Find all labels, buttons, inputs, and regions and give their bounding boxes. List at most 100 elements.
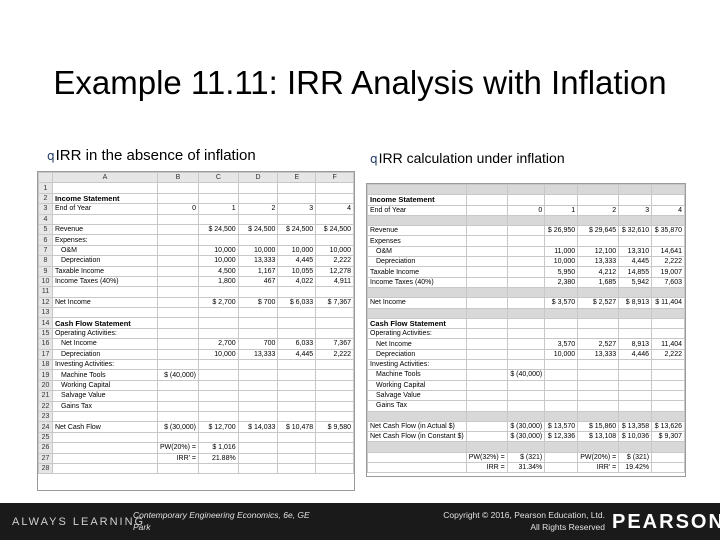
table-cell [507,380,545,390]
table-cell: 19.42% [619,463,652,473]
table-cell [199,411,239,421]
table-cell [652,390,685,400]
table-cell [545,318,578,328]
row-number: 13 [39,308,53,318]
table-cell: 2,527 [578,339,619,349]
table-cell [507,411,545,421]
table-cell [652,442,685,452]
column-header: F [316,173,354,183]
table-cell: 2 [238,204,278,214]
table-cell [578,411,619,421]
table-cell [466,257,507,267]
table-cell: 11,404 [652,339,685,349]
table-row: 19 Machine Tools $ (40,000) [39,370,354,380]
table-cell: $ 7,367 [316,297,354,307]
table-cell [507,318,545,328]
table-row: IRR = 31.34% IRR' = 19.42% [368,463,685,473]
bullet-left: qIRR in the absence of inflation [47,147,256,164]
table-cell [619,308,652,318]
table-cell: $ 15,860 [578,421,619,431]
table-cell [316,453,354,463]
table-row: 11 [39,287,354,297]
table-cell [619,185,652,195]
table-cell: 12,278 [316,266,354,276]
table-cell [578,215,619,225]
column-header: C [199,173,239,183]
table-cell: 2,222 [316,349,354,359]
table-cell [238,287,278,297]
table-cell [238,401,278,411]
table-cell [278,401,316,411]
book-line-2: Park [133,521,310,533]
table-cell: 13,333 [578,257,619,267]
table-cell [545,308,578,318]
table-cell [578,308,619,318]
table-row: 26 PW(20%) = $ 1,016 [39,443,354,453]
table-row: Machine Tools $ (40,000) [368,370,685,380]
row-number: 14 [39,318,53,328]
table-cell: 4,445 [278,256,316,266]
table-cell: 13,333 [238,349,278,359]
table-cell [52,287,157,297]
table-cell [158,224,199,234]
right-spreadsheet-table: Income Statement End of Year 0 1 2 3 4 Revenue $… [367,184,685,473]
table-cell [619,236,652,246]
table-cell [466,267,507,277]
table-cell [158,463,199,473]
table-cell: Expenses: [52,235,157,245]
table-cell [507,390,545,400]
table-row: 20 Working Capital [39,380,354,390]
table-cell: 13,333 [238,256,278,266]
row-number: 9 [39,266,53,276]
right-spreadsheet: Income Statement End of Year 0 1 2 3 4 Revenue $… [366,183,686,477]
table-cell: 7,367 [316,339,354,349]
table-cell [158,308,199,318]
table-cell [545,411,578,421]
table-cell [238,214,278,224]
table-cell: IRR' = [578,463,619,473]
table-row: Expenses [368,236,685,246]
table-cell: Net Income [52,297,157,307]
table-cell [466,298,507,308]
table-row: Depreciation 10,000 13,333 4,445 2,222 [368,257,685,267]
table-cell [466,380,507,390]
bullet-right-text: IRR calculation under inflation [379,150,565,166]
table-cell: 6,033 [278,339,316,349]
table-cell: $ 13,570 [545,421,578,431]
row-number: 26 [39,443,53,453]
row-number: 6 [39,235,53,245]
table-cell [52,432,157,442]
table-cell [368,442,467,452]
table-cell: $ 32,610 [619,226,652,236]
table-cell: 3,570 [545,339,578,349]
table-row: 14 Cash Flow Statement [39,318,354,328]
table-cell [466,349,507,359]
table-cell [466,226,507,236]
table-cell [278,318,316,328]
table-cell: Depreciation [52,256,157,266]
table-cell: Expenses [368,236,467,246]
table-cell: $ 700 [238,297,278,307]
table-cell [619,215,652,225]
table-cell [652,401,685,411]
table-cell [466,421,507,431]
table-cell [199,318,239,328]
table-cell: PW(20%) = [578,452,619,462]
row-number: 11 [39,287,53,297]
table-row: Cash Flow Statement [368,318,685,328]
table-cell: End of Year [368,205,467,215]
table-cell: Taxable Income [52,266,157,276]
table-cell [652,318,685,328]
table-cell [652,411,685,421]
table-cell [158,193,199,203]
table-cell [545,463,578,473]
table-cell: 3 [619,205,652,215]
table-cell: Gains Tax [368,401,467,411]
table-cell [158,328,199,338]
table-cell [278,183,316,193]
table-cell [316,432,354,442]
table-cell [578,380,619,390]
table-cell: $ (30,000) [158,422,199,432]
table-cell [316,214,354,224]
table-row [368,215,685,225]
